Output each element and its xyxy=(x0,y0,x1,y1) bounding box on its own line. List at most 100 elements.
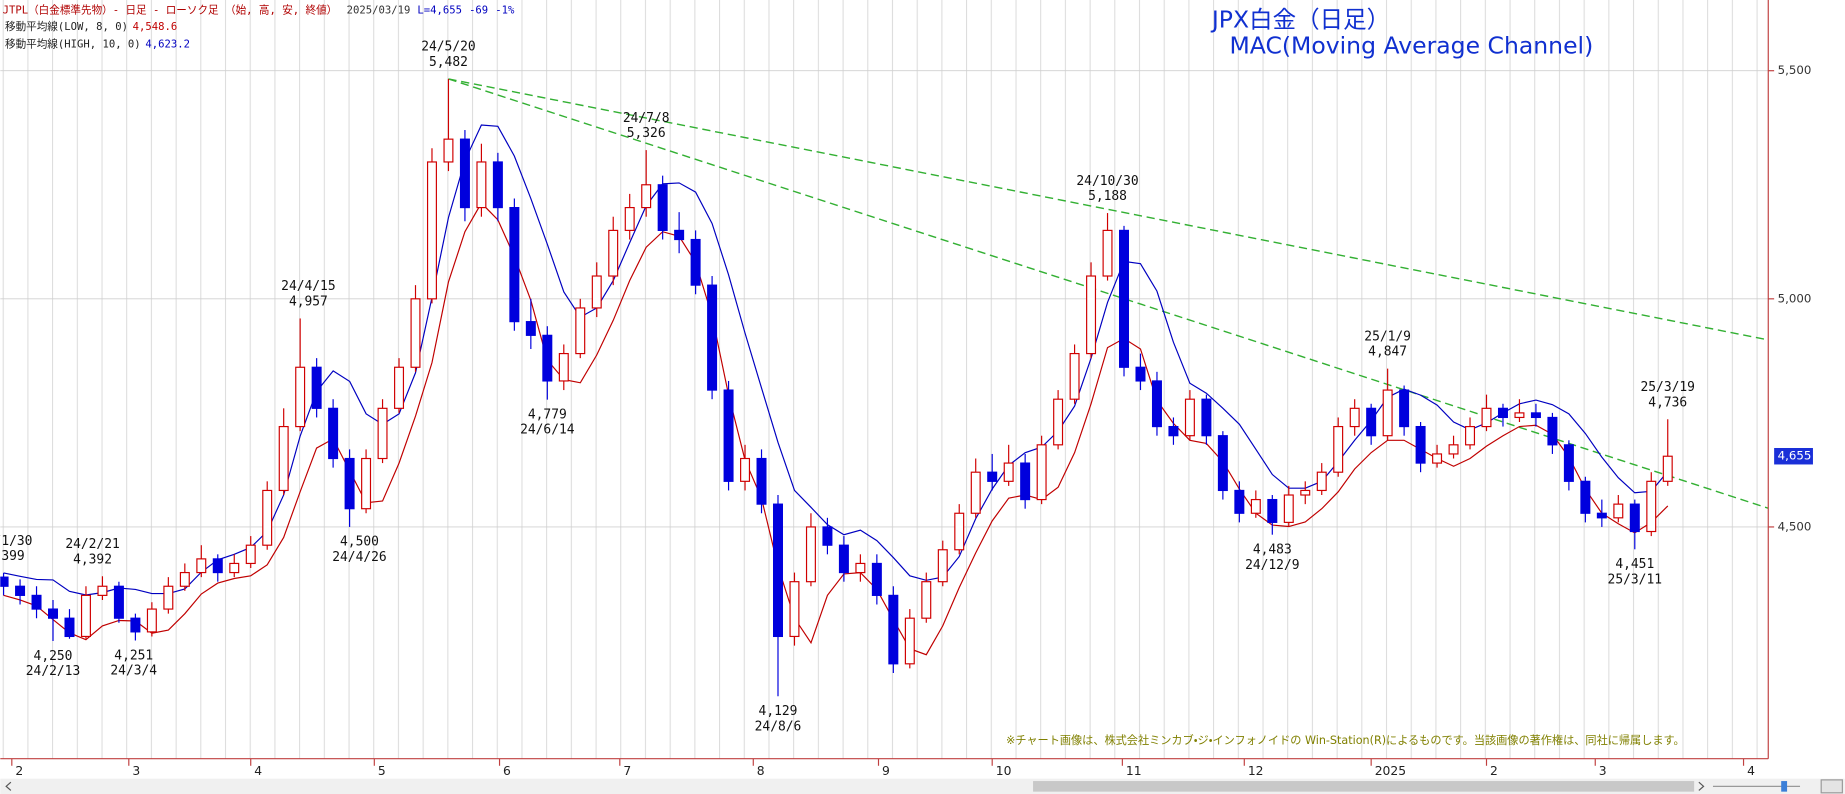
candle-body xyxy=(1432,453,1443,464)
x-tick-label: 7 xyxy=(623,764,631,778)
candle-body xyxy=(229,562,240,574)
candle-body xyxy=(328,407,339,460)
candle-body xyxy=(1613,503,1624,519)
candle-body xyxy=(954,512,965,551)
annotation-date: 25/3/11 xyxy=(1608,572,1662,587)
candle-body xyxy=(163,585,174,610)
candle-body xyxy=(657,184,668,231)
candle-body xyxy=(575,307,586,355)
annotation-value: 5,482 xyxy=(429,55,468,70)
candle-body xyxy=(295,366,306,428)
moving-average-line xyxy=(3,202,1669,656)
candle-body xyxy=(542,334,553,382)
candle-body xyxy=(0,576,9,587)
candle-body xyxy=(212,558,223,574)
candle-body xyxy=(1547,416,1558,446)
candle-body xyxy=(1086,275,1097,355)
candle-body xyxy=(1629,503,1640,533)
candle-body xyxy=(1151,380,1162,428)
legend-value: 4,623.2 xyxy=(145,39,190,51)
annotation-date: 24/4/15 xyxy=(281,279,335,294)
candle-body xyxy=(1168,425,1179,437)
last-price-tag xyxy=(1774,447,1813,465)
candle-body xyxy=(15,585,26,596)
week-grid xyxy=(0,0,1769,759)
annotation-date: 24/4/26 xyxy=(332,550,386,565)
candle-body xyxy=(344,457,355,510)
candle-body xyxy=(245,544,256,565)
candle-body xyxy=(394,366,405,409)
candle-body xyxy=(1267,498,1278,523)
annotation-value: 4,451 xyxy=(1615,557,1654,572)
annotation-date: 24/3/4 xyxy=(110,664,157,679)
annotation-value: 4,736 xyxy=(1648,395,1687,410)
chart-subtitle: MAC(Moving Average Channel) xyxy=(1230,32,1594,60)
candle-body xyxy=(1448,444,1459,455)
header-symbol: JTPL（白金標準先物）- 日足 - ローソク足 （始, 高, 安, 終値） xyxy=(3,4,338,17)
candle-body xyxy=(1234,489,1245,514)
candle-body xyxy=(1662,455,1673,482)
candle-body xyxy=(492,161,503,209)
candle-body xyxy=(1349,407,1360,428)
candle-body xyxy=(426,161,437,300)
annotation-value: 4,847 xyxy=(1368,345,1407,360)
scrollbar-thumb[interactable] xyxy=(1033,781,1695,792)
legend-name: 移動平均線(HIGH, 10, 0) xyxy=(5,38,141,51)
candle-body xyxy=(1300,489,1311,496)
candle-body xyxy=(1119,229,1130,368)
candle-body xyxy=(838,544,849,574)
candle-body xyxy=(196,558,207,574)
candle-body xyxy=(1135,366,1146,382)
candle-body xyxy=(789,581,800,638)
zoom-button[interactable] xyxy=(1820,779,1843,794)
candle-body xyxy=(1497,407,1508,419)
candle-body xyxy=(146,608,157,633)
annotation-date: 24/2/13 xyxy=(26,664,80,679)
scroll-left[interactable] xyxy=(5,781,12,791)
trend-line xyxy=(448,78,1769,341)
scroll-right[interactable] xyxy=(1698,781,1705,791)
annotation-value: 4,251 xyxy=(114,648,153,663)
candle-body xyxy=(1415,425,1426,464)
header-change: -69 xyxy=(469,5,488,17)
annotation-date: 24/10/30 xyxy=(1076,174,1138,189)
candle-body xyxy=(937,549,948,583)
candle-layer xyxy=(0,78,1673,697)
y-tick-label: 5,500 xyxy=(1778,63,1812,77)
annotation-date: 25/1/9 xyxy=(1364,329,1411,344)
candle-body xyxy=(608,229,619,277)
candle-body xyxy=(987,471,998,482)
annotation-date: 24/12/9 xyxy=(1245,558,1299,573)
annotation-date: 24/8/6 xyxy=(755,719,802,734)
x-tick-label: 9 xyxy=(882,764,890,778)
grid-layer xyxy=(0,70,1769,528)
candle-body xyxy=(1283,494,1294,523)
x-tick-label: 3 xyxy=(132,764,140,778)
zoom-handle[interactable] xyxy=(1781,781,1788,792)
chart-title: JPX白金（日足） xyxy=(1210,6,1390,34)
annotation-value: 4,129 xyxy=(759,704,798,719)
y-tick-label: 4,500 xyxy=(1778,519,1812,533)
legend-entry: 移動平均線(HIGH, 10, 0) 4,623.2 xyxy=(5,38,190,51)
annotation-date: 24/7/8 xyxy=(623,111,670,126)
candle-body xyxy=(1399,389,1410,428)
candle-body xyxy=(871,562,882,596)
x-tick-label: 11 xyxy=(1126,764,1142,778)
candle-body xyxy=(756,457,767,505)
x-tick-label: 6 xyxy=(503,764,511,778)
annotation-value: 4,500 xyxy=(340,535,379,550)
candle-body xyxy=(1465,425,1476,446)
candle-body xyxy=(904,617,915,665)
candle-body xyxy=(723,389,734,482)
legend-name: 移動平均線(LOW, 8, 0) xyxy=(5,20,128,33)
x-tick-label: 5 xyxy=(378,764,386,778)
x-tick-label: 3 xyxy=(1599,764,1607,778)
candle-body xyxy=(64,617,75,638)
candle-body xyxy=(641,184,652,209)
x-tick-label: 12 xyxy=(1248,764,1264,778)
candle-body xyxy=(1020,462,1031,501)
candle-body xyxy=(410,298,421,368)
candle-body xyxy=(1316,471,1327,492)
